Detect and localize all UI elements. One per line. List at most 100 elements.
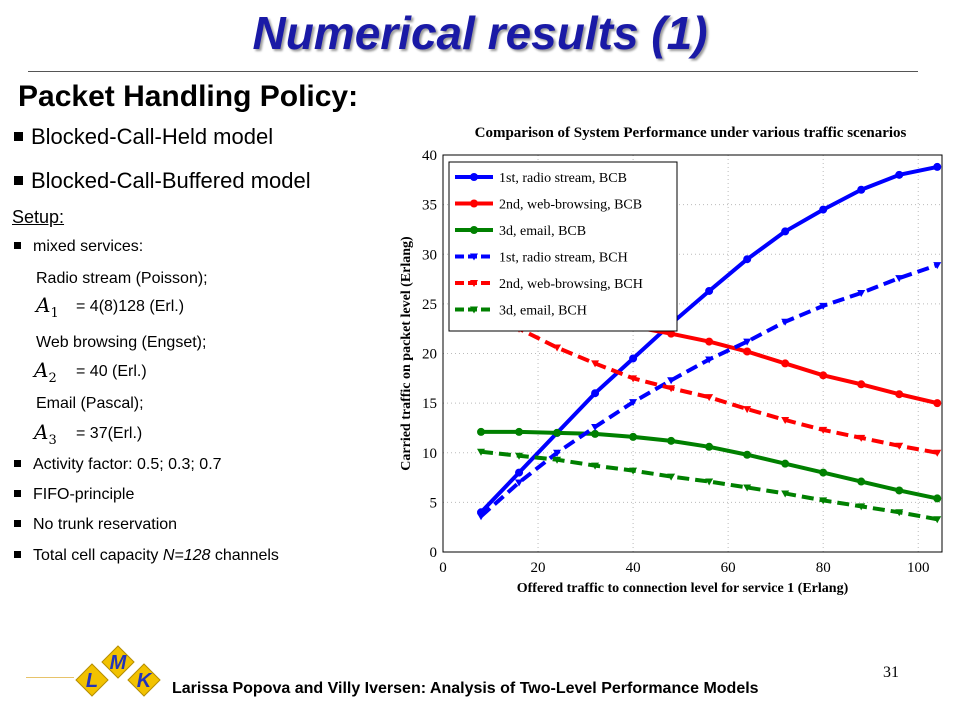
- capacity-suffix: channels: [210, 547, 279, 564]
- model-item-held: Blocked-Call-Held model: [12, 124, 273, 150]
- data-point-0: [895, 170, 904, 179]
- data-point-0: [933, 162, 942, 171]
- logo-letter-m: M: [110, 652, 128, 674]
- data-point-1: [743, 347, 752, 356]
- data-point-5: [743, 484, 752, 492]
- data-point-2: [781, 459, 790, 468]
- data-point-1: [933, 399, 942, 408]
- legend-marker-5: [470, 306, 478, 314]
- data-point-5: [629, 467, 638, 475]
- bullet-square-icon: [14, 131, 23, 141]
- data-point-4: [705, 394, 714, 402]
- data-point-2: [553, 428, 562, 437]
- legend-label-0: 1st, radio stream, BCB: [499, 171, 627, 186]
- symbol-a3: A3: [34, 420, 57, 448]
- data-point-3: [895, 275, 904, 283]
- data-point-5: [819, 497, 828, 505]
- data-point-4: [819, 426, 828, 434]
- data-point-4: [629, 375, 638, 383]
- bullet-capacity: Total cell capacity N=128 channels: [12, 547, 279, 565]
- data-point-2: [667, 436, 676, 445]
- bullet-activity: Activity factor: 0.5; 0.3; 0.7: [12, 456, 222, 474]
- capacity-prefix: Total cell capacity: [33, 547, 163, 564]
- legend-marker-1: [470, 199, 478, 208]
- data-point-0: [591, 389, 600, 398]
- x-tick-label: 20: [531, 560, 546, 576]
- data-point-4: [553, 344, 562, 352]
- data-point-3: [629, 399, 638, 407]
- data-point-5: [857, 503, 866, 511]
- x-tick-label: 100: [907, 560, 930, 576]
- service-value-web: = 40 (Erl.): [76, 363, 147, 380]
- legend-label-3: 1st, radio stream, BCH: [499, 251, 628, 266]
- chart-title: Comparison of System Performance under v…: [475, 125, 907, 141]
- data-point-3: [857, 289, 866, 297]
- data-point-2: [591, 429, 600, 438]
- symbol-sub: 1: [50, 306, 59, 321]
- y-tick-label: 30: [422, 247, 437, 263]
- model-label: Blocked-Call-Buffered model: [31, 168, 311, 193]
- setup-label: Setup:: [12, 207, 65, 227]
- bullet-square-icon: [14, 459, 21, 467]
- data-point-2: [743, 450, 752, 459]
- symbol-a2: A2: [34, 358, 57, 386]
- symbol-sub: 2: [48, 371, 57, 386]
- lmk-logo: L M K: [75, 645, 161, 697]
- bullet-square-icon: [14, 489, 21, 497]
- data-point-5: [553, 456, 562, 464]
- x-axis-label: Offered traffic to connection level for …: [517, 581, 849, 596]
- y-tick-label: 40: [422, 148, 437, 164]
- data-point-1: [705, 337, 714, 346]
- symbol-letter: A: [34, 420, 49, 444]
- logo-underline: [26, 677, 74, 678]
- plot-frame: [442, 154, 943, 553]
- data-point-2: [705, 442, 714, 451]
- bullet-trunk: No trunk reservation: [12, 516, 177, 534]
- symbol-letter: A: [34, 358, 49, 382]
- data-point-4: [895, 442, 904, 450]
- mixed-services-item: mixed services:: [12, 238, 143, 256]
- symbol-sub: 3: [48, 433, 57, 448]
- bullet-square-icon: [14, 519, 21, 527]
- y-tick-label: 15: [422, 396, 437, 412]
- legend-marker-3: [470, 253, 478, 261]
- legend-label-4: 2nd, web-browsing, BCH: [499, 277, 643, 292]
- logo-diamond-right: [127, 663, 161, 697]
- data-point-2: [857, 477, 866, 486]
- service-value-email: = 37(Erl.): [76, 425, 143, 442]
- data-point-4: [667, 385, 676, 393]
- y-axis-label: Carried traffic on packet level (Erlang): [399, 236, 414, 471]
- title-divider: [28, 71, 918, 72]
- data-point-0: [705, 286, 714, 295]
- symbol-a1: A1: [36, 293, 59, 321]
- data-point-5: [515, 452, 524, 460]
- data-point-2: [515, 427, 524, 436]
- mixed-services-label: mixed services:: [33, 238, 144, 255]
- legend-marker-2: [470, 226, 478, 234]
- data-point-5: [667, 473, 676, 481]
- data-point-1: [781, 359, 790, 368]
- data-point-3: [743, 338, 752, 346]
- y-tick-label: 5: [430, 495, 438, 511]
- slide-title: Numerical results (1): [252, 7, 708, 59]
- data-point-4: [933, 449, 942, 457]
- data-point-3: [705, 356, 714, 364]
- data-point-0: [819, 205, 828, 214]
- data-point-3: [553, 449, 562, 457]
- slide-subtitle: Packet Handling Policy:: [18, 80, 359, 113]
- y-tick-label: 35: [422, 198, 437, 214]
- service-name-web: Web browsing (Engset);: [36, 334, 207, 351]
- footer-text: Larissa Popova and Villy Iversen: Analys…: [172, 680, 759, 697]
- data-point-3: [515, 479, 524, 487]
- data-point-5: [705, 478, 714, 486]
- bullet-square-icon: [14, 241, 21, 249]
- page-number: 31: [883, 664, 899, 681]
- data-point-2: [933, 494, 942, 503]
- data-point-0: [743, 255, 752, 264]
- data-point-0: [515, 468, 524, 477]
- data-point-5: [477, 448, 486, 456]
- data-point-1: [895, 390, 904, 399]
- y-tick-label: 20: [422, 347, 437, 363]
- data-point-3: [819, 302, 828, 310]
